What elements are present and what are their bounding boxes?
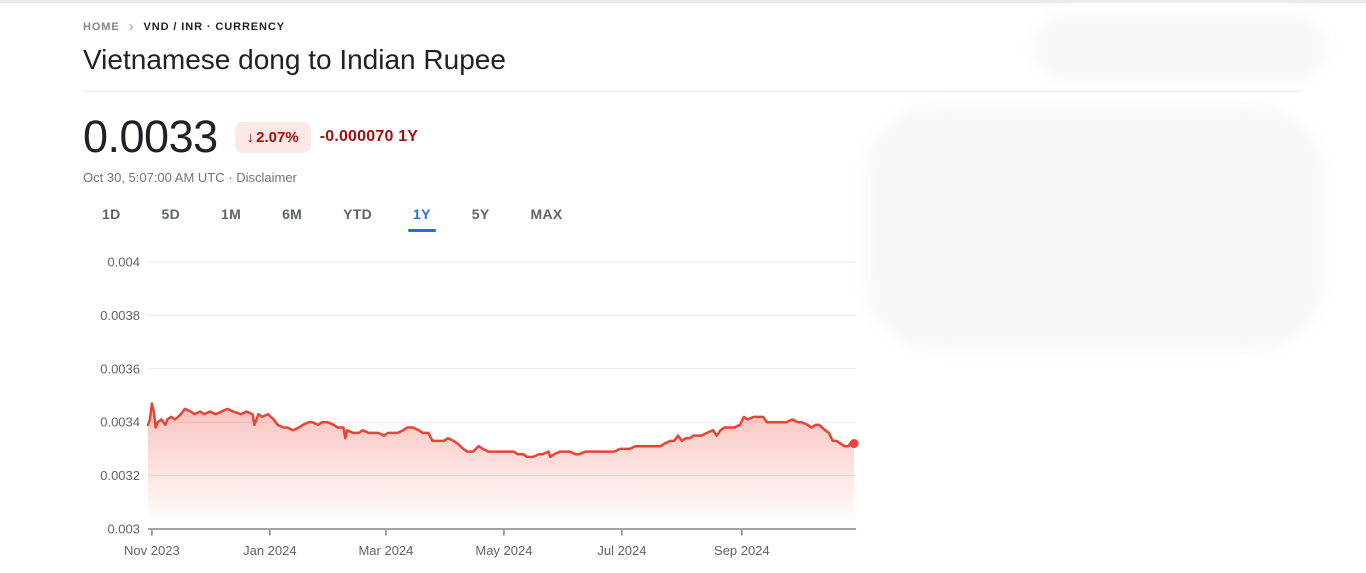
down-arrow-icon: ↓ [246,128,255,146]
dot-separator: · [228,170,233,185]
change-percent-value: 2.07% [256,128,299,146]
x-axis-label: Sep 2024 [714,543,770,558]
tab-1d[interactable]: 1D [102,206,121,222]
tab-5d[interactable]: 5D [161,206,180,222]
price-area-fill [148,403,855,529]
breadcrumb-home-link[interactable]: HOME [83,21,120,33]
tab-max[interactable]: MAX [530,206,563,222]
tab-ytd[interactable]: YTD [343,206,373,222]
breadcrumb-current: VND / INR · CURRENCY [143,21,285,33]
y-axis-label: 0.004 [107,255,140,270]
price-chart-svg[interactable]: 0.003 0.0032 0.0034 0.0036 0.0038 0.004 Nov 20… [83,248,903,573]
y-axis-label: 0.0036 [100,361,140,376]
change-percent-badge: ↓ 2.07% [234,121,311,153]
tab-5y[interactable]: 5Y [471,206,490,222]
price-chart[interactable]: 0.003 0.0032 0.0034 0.0036 0.0038 0.004 Nov 20… [83,248,1366,573]
y-axis-label: 0.0038 [100,308,140,323]
x-axis-label: Jul 2024 [597,543,646,558]
current-price-dot [849,439,859,449]
tab-1m[interactable]: 1M [221,206,242,222]
erased-area-top-right [1032,14,1328,82]
y-axis-label: 0.0034 [100,415,140,430]
main-content: HOME › VND / INR · CURRENCY Vietnamese d… [0,17,1366,573]
x-axis-label: Mar 2024 [358,543,413,558]
x-axis-label: Jan 2024 [243,543,296,558]
quote-timestamp: Oct 30, 5:07:00 AM UTC [83,170,225,185]
chevron-right-icon: › [128,17,135,35]
timestamp-row: Oct 30, 5:07:00 AM UTC · Disclaimer [83,170,1366,185]
x-axis-label: Nov 2023 [124,543,180,558]
disclaimer-link[interactable]: Disclaimer [236,170,297,185]
current-price: 0.0033 [83,111,218,162]
change-absolute: -0.000070 1Y [319,128,419,145]
erased-area-right [864,105,1324,351]
quote-section: 0.0033 ↓ 2.07% -0.000070 1Y Oct 30, 5:07… [83,113,1366,186]
price-line [146,402,856,459]
window-top-edge [0,0,1366,3]
price-row: 0.0033 ↓ 2.07% -0.000070 1Y [83,113,1366,161]
page-title: Vietnamese dong to Indian Rupee [83,44,506,75]
tab-1y[interactable]: 1Y [408,202,436,232]
breadcrumb: HOME › VND / INR · CURRENCY [83,17,1301,35]
time-range-tabs: 1D 5D 1M 6M YTD 1Y 5Y MAX [83,202,1366,232]
page-header: HOME › VND / INR · CURRENCY Vietnamese d… [83,17,1301,92]
x-axis-label: May 2024 [475,543,532,558]
tab-6m[interactable]: 6M [282,206,303,222]
y-axis-label: 0.0032 [100,468,140,483]
y-axis-label: 0.003 [107,522,140,537]
